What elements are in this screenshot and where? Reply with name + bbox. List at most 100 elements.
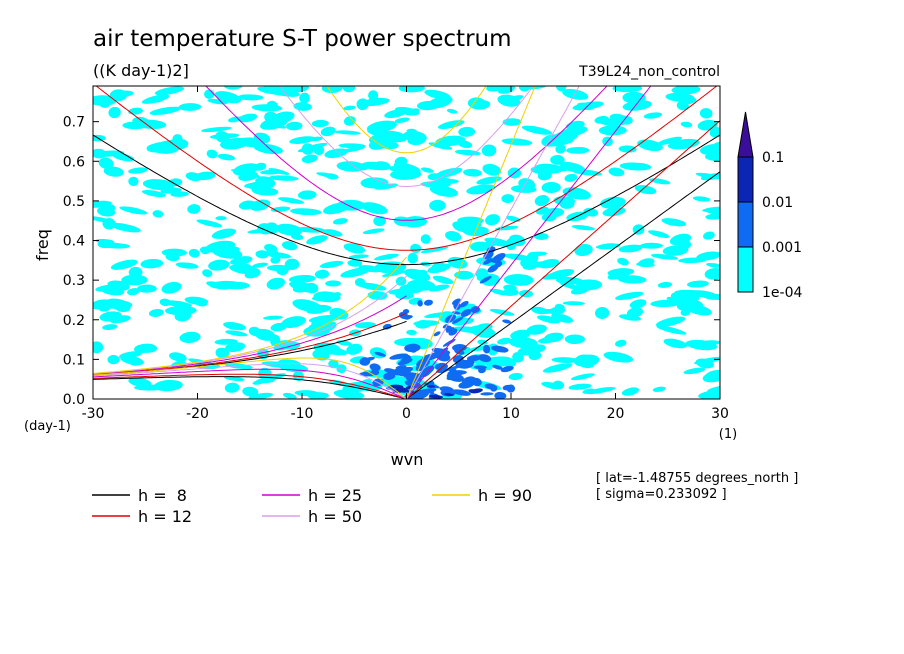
power-contour <box>407 135 426 146</box>
power-contour <box>237 113 258 123</box>
power-contour <box>128 167 148 174</box>
power-contour <box>566 146 590 154</box>
power-contour <box>520 75 541 86</box>
power-contour <box>93 200 112 208</box>
power-contour <box>465 359 475 366</box>
power-contour <box>266 277 286 290</box>
legend-label: h = 90 <box>478 486 532 505</box>
kelvin-wave-curve <box>406 86 536 399</box>
power-contour <box>275 223 303 236</box>
power-contour <box>325 173 339 180</box>
power-contour <box>704 153 720 162</box>
power-contour <box>195 299 208 307</box>
power-contour <box>481 144 497 157</box>
power-contour <box>321 86 343 94</box>
power-contour <box>398 353 412 360</box>
power-contour <box>510 329 531 340</box>
power-contour <box>662 245 689 256</box>
power-contour <box>534 195 550 207</box>
power-contour <box>544 332 564 343</box>
power-contour <box>497 337 512 345</box>
colorbar-swatch <box>737 246 754 293</box>
power-contour <box>215 216 227 221</box>
power-contour <box>107 354 120 365</box>
power-contour <box>478 367 486 374</box>
power-contour <box>429 199 446 212</box>
power-contour <box>328 359 339 369</box>
power-contour <box>583 207 599 217</box>
power-contour <box>394 117 410 123</box>
power-contour <box>334 130 361 135</box>
power-contour <box>249 199 271 211</box>
x-unit-label: (1) <box>719 427 737 442</box>
power-contour <box>102 324 118 330</box>
power-contour <box>520 258 531 268</box>
power-contour <box>490 386 498 392</box>
power-contour <box>103 166 124 177</box>
power-contour <box>149 106 182 115</box>
power-contour <box>678 257 707 264</box>
power-contour <box>639 242 663 249</box>
power-contour <box>359 371 377 377</box>
power-contour <box>165 253 180 262</box>
colorbar-label: 0.001 <box>762 240 802 256</box>
power-contour <box>294 390 319 397</box>
power-contour <box>142 179 175 191</box>
power-contour <box>683 290 716 298</box>
colorbar-label: 0.1 <box>762 150 784 166</box>
y-tick-label: 0.0 <box>63 392 85 408</box>
power-contour <box>505 73 530 86</box>
power-contour <box>489 308 515 316</box>
gravity-wave-curve <box>93 134 720 266</box>
power-contour <box>342 86 356 93</box>
power-contour <box>619 162 652 171</box>
power-contour <box>655 316 686 327</box>
power-contour <box>332 218 348 225</box>
power-contour <box>484 237 511 247</box>
power-contour <box>420 234 431 244</box>
power-contour <box>649 178 671 185</box>
power-contour <box>100 242 131 249</box>
colorbar-swatch <box>737 201 754 248</box>
power-contour <box>301 143 314 155</box>
power-contour <box>485 214 500 226</box>
power-contour <box>95 284 121 292</box>
power-contour <box>571 225 595 231</box>
power-contour <box>443 393 454 396</box>
power-contour <box>410 346 418 353</box>
power-contour <box>480 273 500 286</box>
power-contour <box>683 367 706 375</box>
power-contour <box>427 351 441 361</box>
power-contour <box>600 196 626 209</box>
legend-label: h = 25 <box>308 486 362 505</box>
power-contour <box>311 119 329 128</box>
power-contour <box>224 376 245 382</box>
power-contour <box>269 111 295 125</box>
x-tick-label: 10 <box>502 406 520 422</box>
power-contour <box>290 208 322 216</box>
power-contour <box>479 275 492 284</box>
power-contour <box>284 258 300 270</box>
power-contour <box>582 388 595 394</box>
power-contour <box>423 299 433 306</box>
plot-area <box>92 73 721 400</box>
power-contour <box>517 274 532 286</box>
power-contour <box>343 243 366 254</box>
power-contour <box>594 306 610 319</box>
power-contour <box>451 316 464 324</box>
power-contour <box>595 243 616 249</box>
power-contour <box>483 258 493 265</box>
power-contour <box>404 380 422 389</box>
power-contour <box>148 308 164 317</box>
power-contour <box>188 248 200 258</box>
power-contour <box>395 291 414 300</box>
power-contour <box>276 265 289 276</box>
power-contour <box>281 241 298 251</box>
x-tick-label: -20 <box>186 406 209 422</box>
y-tick-label: 0.5 <box>63 194 85 210</box>
power-contour <box>382 323 392 330</box>
power-contour <box>550 155 565 165</box>
power-contour <box>373 215 386 227</box>
power-contour <box>439 386 454 393</box>
power-contour <box>542 363 573 373</box>
